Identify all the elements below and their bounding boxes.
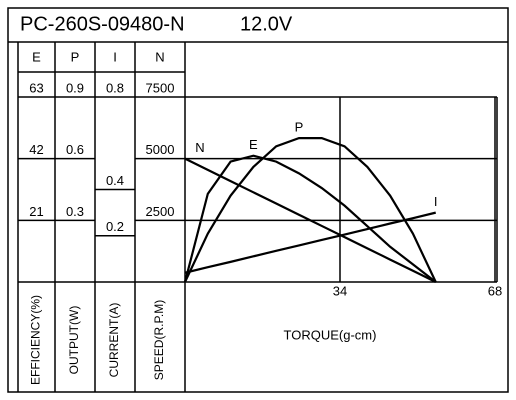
y-tick-label: 0.9 [66, 80, 84, 95]
y-tick-label: 7500 [146, 80, 175, 95]
axis-header: I [113, 49, 117, 64]
x-tick-label: 68 [488, 283, 502, 298]
axis-label: CURRENT(A) [107, 303, 121, 378]
y-tick-label: 2500 [146, 204, 175, 219]
curve [184, 211, 436, 274]
y-tick-label: 42 [29, 142, 43, 157]
curve [183, 154, 437, 283]
curve-label: P [295, 120, 304, 135]
curve [184, 137, 437, 283]
y-tick-label: 63 [29, 80, 43, 95]
chart-subtitle: 12.0V [240, 13, 293, 35]
curve [184, 157, 437, 283]
y-tick-label: 0.6 [66, 142, 84, 157]
y-tick-label: 5000 [146, 142, 175, 157]
axis-header: P [71, 49, 80, 64]
y-tick-label: 0.4 [106, 173, 124, 188]
axis-label: EFFICIENCY(%) [29, 295, 43, 385]
y-tick-label: 0.8 [106, 80, 124, 95]
axis-header: E [32, 49, 41, 64]
chart-title: PC-260S-09480-N [20, 13, 185, 35]
x-tick-label: 34 [333, 283, 347, 298]
frame [7, 7, 509, 393]
x-axis-label: TORQUE(g-cm) [284, 327, 377, 342]
curve-label: E [249, 137, 258, 152]
y-tick-label: 21 [29, 204, 43, 219]
curve-label: N [195, 140, 204, 155]
curve-label: I [434, 194, 438, 209]
y-tick-label: 0.3 [66, 204, 84, 219]
axis-label: SPEED(R.P.M) [152, 300, 166, 380]
y-tick-label: 0.2 [106, 219, 124, 234]
axis-header: N [155, 49, 164, 64]
axis-label: OUTPUT(W) [67, 306, 81, 375]
